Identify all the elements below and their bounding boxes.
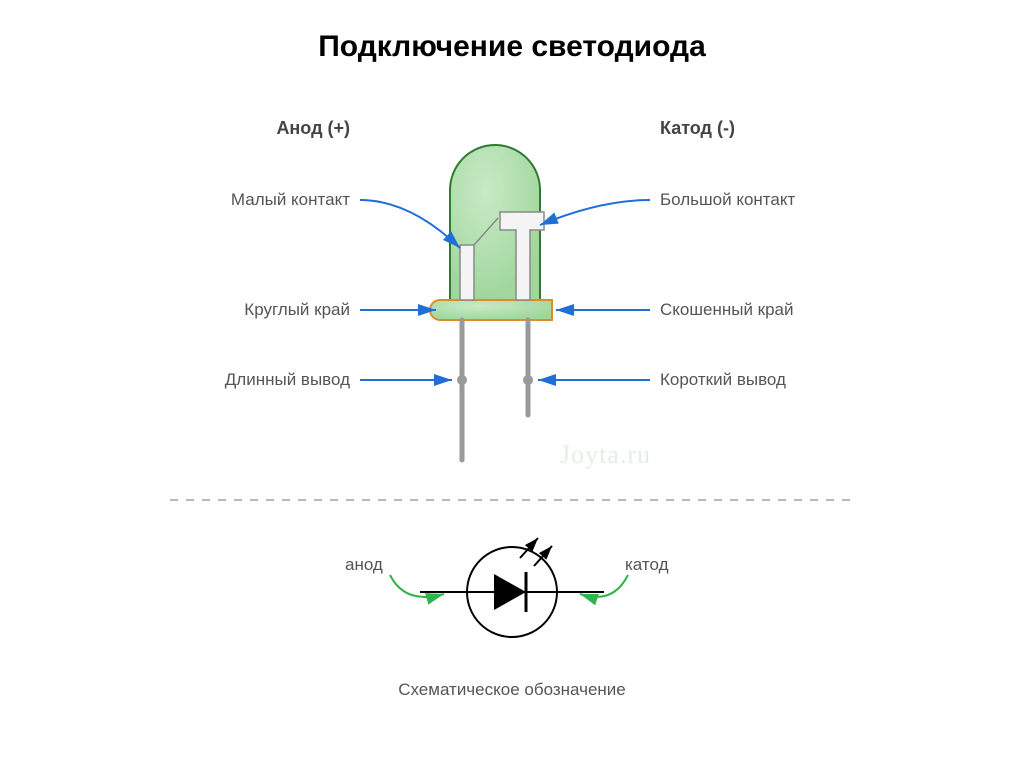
schematic-symbol	[420, 538, 604, 637]
led-body	[430, 145, 552, 320]
led-leads	[462, 320, 528, 460]
lead-beads	[457, 375, 533, 385]
callout-arrows-left	[360, 200, 460, 380]
led-diagram	[0, 0, 1024, 767]
callout-arrows-right	[538, 200, 650, 380]
